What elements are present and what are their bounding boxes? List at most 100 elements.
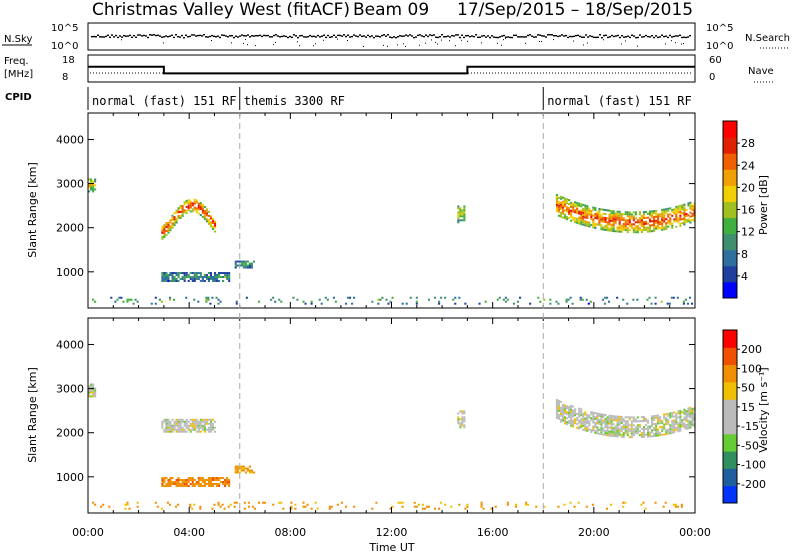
velocity-echo-cell (598, 414, 601, 417)
noise-point (223, 34, 225, 37)
noise-point (361, 35, 363, 38)
velocity-echo-cell (557, 417, 561, 420)
power-echo-cell (563, 199, 567, 202)
power-echo-cell (171, 218, 174, 221)
noise-point (687, 36, 689, 38)
velocity-echo-cell (685, 410, 688, 413)
velocity-echo-cell (555, 403, 558, 405)
velocity-echo-cell (461, 422, 464, 425)
power-echo-cell (586, 220, 589, 223)
velocity-echo-cell (209, 428, 213, 431)
power-echo-cell (582, 219, 585, 222)
velocity-echo-cell (183, 420, 186, 423)
velocity-echo-cell (574, 418, 577, 421)
velocity-echo-cell (646, 427, 650, 430)
noise-panel-frame (87, 22, 696, 51)
noise-point (419, 44, 420, 46)
velocity-echo-cell (191, 426, 194, 429)
velocity-echo-cell (590, 413, 593, 416)
noise-point (227, 36, 229, 38)
noise-point (229, 35, 231, 37)
velocity-echo-cell (659, 418, 662, 421)
power-echo-cell (183, 272, 186, 275)
velocity-echo-cell (687, 421, 690, 424)
noise-point (455, 45, 456, 47)
velocity-echo-cell (608, 422, 611, 425)
velocity-echo-cell (580, 424, 583, 427)
power-echo-cell (618, 212, 621, 215)
power-echo-cell (634, 213, 637, 216)
noise-point (647, 35, 649, 38)
velocity-echo-cell (602, 429, 605, 432)
velocity-echo-cell (235, 501, 238, 504)
velocity-echo-cell (391, 505, 394, 508)
velocity-echo-cell (576, 426, 579, 429)
noise-point (673, 35, 675, 38)
power-echo-cell (606, 223, 609, 226)
power-echo-cell (657, 213, 660, 216)
power-echo-cell (630, 215, 633, 218)
noise-point (637, 36, 639, 39)
power-echo-cell (653, 226, 656, 228)
noise-point (469, 35, 471, 38)
power-echo-cell (655, 213, 658, 216)
velocity-echo-cell (582, 416, 585, 419)
velocity-echo-cell (624, 430, 627, 433)
velocity-colorbar-tick-label: -200 (741, 478, 766, 491)
velocity-echo-cell (663, 427, 666, 430)
velocity-echo-cell (165, 428, 168, 431)
velocity-echo-cell (561, 415, 565, 418)
power-echo-cell (610, 211, 613, 214)
velocity-echo-cell (433, 507, 437, 510)
power-echo-cell (665, 212, 668, 215)
power-echo-cell (602, 226, 605, 229)
power-echo-cell (310, 302, 313, 305)
power-echo-cell (242, 264, 245, 267)
velocity-echo-cell (624, 432, 627, 435)
power-echo-cell (245, 296, 248, 299)
velocity-echo-cell (566, 417, 569, 420)
power-echo-cell (165, 224, 168, 227)
velocity-echo-cell (679, 415, 682, 418)
noise-point (367, 34, 369, 37)
velocity-echo-cell (163, 430, 166, 433)
velocity-echo-cell (689, 420, 692, 423)
velocity-echo-cell (622, 505, 625, 508)
velocity-echo-cell (169, 481, 172, 483)
power-echo-cell (134, 298, 137, 301)
velocity-echo-cell (687, 407, 690, 410)
velocity-echo-cell (195, 420, 198, 423)
power-echo-cell (646, 298, 649, 301)
power-echo-cell (638, 229, 641, 232)
power-echo-cell (638, 221, 641, 224)
noise-point (569, 35, 571, 38)
noise-point (525, 42, 526, 44)
power-echo-cell (110, 296, 113, 299)
noise-point (475, 34, 477, 36)
noise-point (403, 35, 405, 37)
power-echo-cell (673, 210, 676, 213)
power-echo-cell (438, 300, 441, 303)
power-echo-cell (624, 213, 627, 216)
power-echo-cell (659, 221, 662, 224)
power-echo-cell (616, 216, 619, 219)
power-echo-cell (665, 210, 668, 213)
power-echo-cell (555, 209, 558, 212)
noise-point (407, 35, 409, 37)
noise-point (613, 35, 615, 38)
velocity-echo-cell (278, 501, 281, 504)
noise-point (679, 34, 681, 37)
noise-point (523, 36, 525, 38)
power-echo-cell (211, 218, 215, 221)
power-echo-cell (667, 207, 670, 210)
velocity-echo-cell (197, 479, 200, 482)
velocity-echo-cell (570, 418, 573, 421)
power-echo-cell (563, 201, 567, 204)
power-echo-cell (387, 302, 390, 305)
velocity-echo-cell (189, 430, 192, 433)
power-echo-cell (136, 300, 139, 303)
power-echo-cell (608, 221, 611, 224)
velocity-echo-cell (199, 430, 202, 433)
velocity-echo-cell (179, 424, 182, 427)
power-echo-cell (92, 188, 95, 191)
